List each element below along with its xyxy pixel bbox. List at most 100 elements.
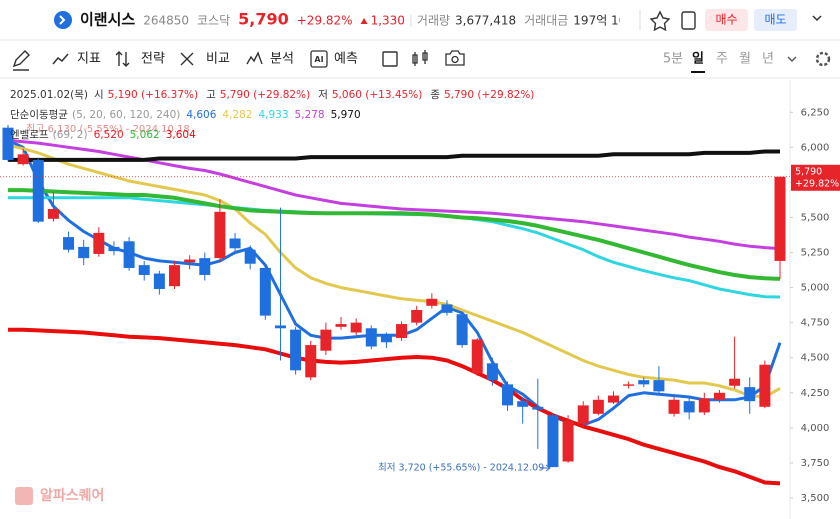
y-tick-label: 6,000 bbox=[801, 142, 830, 153]
strategy-icon[interactable] bbox=[115, 51, 130, 67]
candle-body bbox=[532, 406, 544, 410]
tool-label[interactable]: 분석 bbox=[270, 52, 294, 67]
candle-body bbox=[638, 380, 650, 385]
legend-title: 단순이동평균 bbox=[10, 109, 68, 121]
candle-body bbox=[199, 258, 211, 275]
candle-body bbox=[744, 387, 756, 402]
info-value: 5,790 (+29.82%) bbox=[220, 89, 310, 101]
candle-body bbox=[17, 154, 29, 165]
last-price: 5,790 bbox=[795, 166, 822, 177]
indicator-line bbox=[8, 149, 780, 162]
volume-label: 거래량 bbox=[417, 14, 450, 28]
tool-label[interactable]: 비교 bbox=[206, 52, 230, 67]
candle-body bbox=[456, 314, 468, 346]
ai-icon[interactable] bbox=[310, 50, 328, 68]
low-note: 최저 3,720 (+55.65%) - 2024.12.09 bbox=[378, 463, 544, 474]
period[interactable]: 5분 bbox=[663, 52, 683, 67]
price: 5,790 bbox=[238, 10, 289, 29]
candle-body bbox=[683, 401, 695, 413]
candle-body bbox=[729, 378, 741, 386]
stock-code: 264850 bbox=[143, 14, 189, 28]
candle-body bbox=[123, 241, 135, 268]
candle-body bbox=[592, 399, 604, 414]
watermark: 알파스퀘어 bbox=[40, 487, 104, 504]
change: 1,330 bbox=[371, 14, 405, 28]
draw-icon[interactable] bbox=[12, 50, 30, 71]
info-label: 고 bbox=[206, 89, 216, 101]
indicator-line bbox=[8, 188, 781, 281]
capture-icon[interactable] bbox=[445, 50, 465, 66]
candle-body bbox=[653, 380, 665, 392]
sell-label[interactable]: 매도 bbox=[764, 13, 786, 27]
info-value: 5,190 (+16.37%) bbox=[108, 89, 198, 101]
candle-body bbox=[486, 363, 498, 381]
candle-body bbox=[713, 392, 725, 400]
legend-value: 3,604 bbox=[166, 129, 196, 141]
candle-body bbox=[93, 232, 105, 254]
candle-body bbox=[2, 127, 14, 160]
tool-label[interactable]: 전략 bbox=[141, 52, 165, 67]
candle-body bbox=[63, 237, 75, 250]
shape-icon[interactable] bbox=[382, 51, 398, 67]
info-value: 5,060 (+13.45%) bbox=[332, 89, 422, 101]
sell-button[interactable] bbox=[754, 9, 797, 31]
compare-icon[interactable] bbox=[180, 52, 194, 66]
favorite-icon[interactable] bbox=[649, 10, 671, 32]
y-tick-label: 5,500 bbox=[801, 212, 830, 223]
indicator-icon[interactable] bbox=[52, 53, 69, 65]
y-tick-label: 6,250 bbox=[801, 107, 830, 118]
candle-body bbox=[774, 176, 786, 261]
logo-mark bbox=[59, 15, 66, 25]
candle-body bbox=[411, 310, 423, 323]
candle-body bbox=[471, 339, 483, 374]
candle-body bbox=[274, 325, 286, 329]
fade bbox=[620, 5, 640, 35]
legend-value: 4,282 bbox=[222, 109, 252, 121]
tool-label[interactable]: 지표 bbox=[77, 52, 101, 67]
legend-title: 엔벨로프 bbox=[10, 129, 49, 141]
candle-body bbox=[229, 238, 241, 249]
memo-icon[interactable] bbox=[681, 11, 696, 30]
change-pct: +29.82% bbox=[297, 14, 353, 28]
buy-button[interactable] bbox=[705, 9, 748, 31]
candle-body bbox=[365, 328, 377, 347]
candle-body bbox=[335, 324, 347, 327]
period[interactable]: 일 bbox=[692, 52, 704, 67]
period[interactable]: 주 bbox=[716, 52, 728, 67]
legend-value: 5,062 bbox=[130, 129, 160, 141]
legend-params: (5, 20, 60, 120, 240) bbox=[72, 109, 180, 121]
candle-icon[interactable] bbox=[412, 50, 428, 66]
settings-icon[interactable] bbox=[815, 51, 831, 67]
period[interactable]: 년 bbox=[762, 52, 774, 67]
y-tick-label: 4,000 bbox=[801, 423, 830, 434]
candle-body bbox=[78, 246, 90, 259]
candle-body bbox=[517, 401, 529, 407]
info-label: 종 bbox=[430, 89, 440, 101]
candle-body bbox=[184, 259, 196, 263]
candle-body bbox=[214, 211, 226, 259]
legend-value: 4,933 bbox=[258, 109, 288, 121]
buy-label[interactable]: 매수 bbox=[715, 13, 737, 27]
plot bbox=[0, 124, 790, 486]
legend-value: 6,520 bbox=[94, 129, 124, 141]
tool-label[interactable]: 예측 bbox=[334, 52, 358, 67]
y-tick-label: 4,500 bbox=[801, 353, 830, 364]
expand-icon[interactable] bbox=[812, 15, 822, 22]
candle-body bbox=[577, 405, 589, 424]
period-more[interactable] bbox=[787, 56, 797, 62]
last-price-box bbox=[791, 164, 840, 191]
low-note-arrow bbox=[540, 464, 551, 472]
last-change: +29.82% bbox=[795, 178, 839, 189]
legend-value: 5,278 bbox=[295, 109, 325, 121]
legend-params: (69, 2) bbox=[53, 129, 88, 141]
period[interactable]: 월 bbox=[739, 52, 751, 67]
candle-body bbox=[441, 304, 453, 313]
candle-body bbox=[305, 345, 317, 378]
candle-body bbox=[380, 335, 392, 343]
y-tick-label: 3,750 bbox=[801, 458, 830, 469]
analysis-icon[interactable] bbox=[246, 51, 263, 65]
candle-body bbox=[562, 420, 574, 462]
candle-body bbox=[668, 399, 680, 414]
